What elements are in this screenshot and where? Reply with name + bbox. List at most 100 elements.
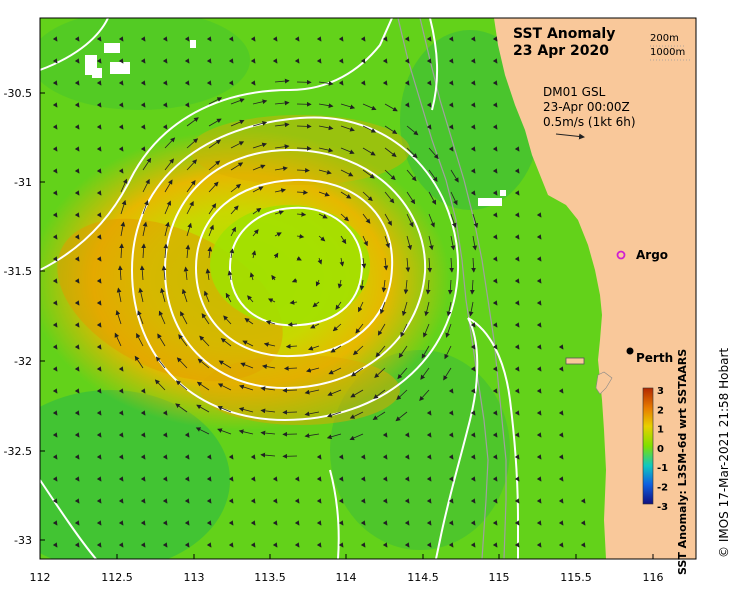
current-arrow <box>358 301 364 313</box>
current-arrow <box>426 36 432 42</box>
current-arrow <box>468 301 474 317</box>
current-arrow <box>223 315 232 325</box>
current-arrow <box>162 124 168 130</box>
current-arrow <box>74 146 80 152</box>
current-arrow <box>470 190 476 196</box>
current-arrow <box>158 310 166 325</box>
current-arrow <box>52 146 58 152</box>
current-arrow <box>318 213 328 219</box>
current-arrow <box>283 366 298 371</box>
argo-float-icon <box>616 250 626 260</box>
x-tick-label: 112.5 <box>101 571 133 584</box>
current-arrow <box>318 147 334 153</box>
current-arrow <box>140 520 146 526</box>
current-arrow <box>360 498 366 504</box>
current-arrow <box>492 256 498 262</box>
current-arrow <box>161 265 167 281</box>
current-arrow <box>428 213 435 228</box>
current-arrow <box>142 157 152 171</box>
current-arrow <box>492 212 498 218</box>
current-arrow <box>514 388 520 394</box>
current-arrow <box>445 323 452 338</box>
current-arrow <box>448 388 454 394</box>
current-arrow <box>470 432 476 438</box>
current-arrow <box>52 124 58 130</box>
current-arrow <box>470 58 476 64</box>
current-arrow <box>296 123 312 129</box>
current-arrow <box>262 364 276 369</box>
current-arrow <box>274 210 284 215</box>
current-arrow <box>238 407 254 413</box>
current-arrow <box>426 476 432 482</box>
perth-dot-icon <box>626 347 634 355</box>
current-arrow <box>180 311 188 325</box>
current-arrow <box>142 200 149 215</box>
current-arrow <box>140 58 146 64</box>
current-arrow <box>470 80 476 86</box>
current-arrow <box>536 234 542 240</box>
current-arrow <box>206 454 212 460</box>
current-arrow <box>247 295 254 303</box>
current-arrow <box>338 58 344 64</box>
current-arrow <box>208 203 217 215</box>
current-arrow <box>470 520 476 526</box>
current-arrow <box>340 169 354 177</box>
current-arrow <box>536 300 542 306</box>
colorbar-tick-label: -1 <box>657 463 668 474</box>
current-arrow <box>296 256 302 261</box>
current-arrow <box>396 389 408 401</box>
colorbar-tick-label: 1 <box>657 425 664 436</box>
current-arrow <box>558 520 564 526</box>
current-arrow <box>359 279 365 291</box>
current-arrow <box>294 58 300 64</box>
current-arrow <box>52 80 58 86</box>
current-arrow <box>251 250 257 259</box>
current-arrow <box>230 141 245 149</box>
current-scale: 0.5m/s (1kt 6h) <box>543 115 636 129</box>
current-arrow <box>267 298 276 303</box>
current-arrow <box>448 146 454 152</box>
current-arrow <box>338 36 344 42</box>
current-arrow <box>470 476 476 482</box>
current-arrow <box>384 169 396 181</box>
current-arrow <box>448 36 454 42</box>
current-arrow <box>184 58 190 64</box>
current-arrow <box>285 344 298 349</box>
current-arrow <box>470 454 476 460</box>
current-arrow <box>117 265 123 281</box>
current-arrow <box>249 272 255 281</box>
current-arrow <box>208 224 214 237</box>
current-arrow <box>404 498 410 504</box>
current-arrow <box>272 58 278 64</box>
current-arrow <box>448 454 454 460</box>
current-arrow <box>115 310 122 325</box>
current-arrow <box>448 476 454 482</box>
current-arrow <box>206 498 212 504</box>
y-tick-label: -32 <box>14 355 32 368</box>
current-arrow <box>206 80 212 86</box>
current-arrow <box>96 80 102 86</box>
current-arrow <box>74 344 80 350</box>
current-arrow <box>327 411 342 418</box>
current-arrow <box>340 235 347 245</box>
eddy-core <box>210 205 370 325</box>
current-arrow <box>306 367 320 373</box>
current-arrow <box>558 542 564 548</box>
current-arrow <box>514 476 520 482</box>
current-arrow <box>558 498 564 504</box>
current-arrow <box>96 256 102 262</box>
argo-marker[interactable]: Argo <box>616 248 669 262</box>
current-arrow <box>450 169 459 183</box>
perth-marker[interactable]: Perth <box>626 347 674 366</box>
current-arrow <box>514 410 520 416</box>
current-arrow <box>118 124 124 130</box>
x-tick-label: 116 <box>643 571 664 584</box>
current-arrow <box>52 234 58 240</box>
current-arrow <box>162 498 168 504</box>
colorbar-ticks: 3 2 1 0 -1 -2 -3 <box>657 386 668 513</box>
current-arrow <box>140 498 146 504</box>
current-arrow <box>340 103 356 110</box>
current-arrow <box>404 36 410 42</box>
current-arrow <box>318 169 332 175</box>
